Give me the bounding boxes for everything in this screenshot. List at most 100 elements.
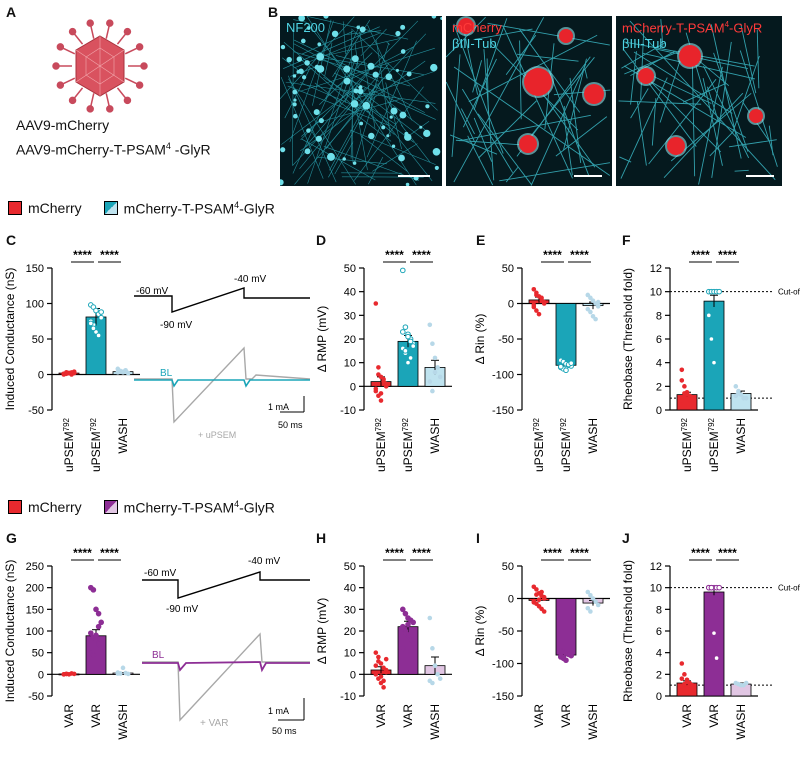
data-point-f-0 [682,384,687,389]
neuron-soma [306,128,311,133]
data-point-h-0 [373,663,379,668]
y-axis-label-c: Induced Conductance (nS) [3,268,17,411]
legend-swatch-mcherry-2 [8,500,22,515]
x-tick-label-e-2: WASH [586,418,600,454]
y-tick-label: 0 [656,691,662,703]
panel-label-j: J [622,530,630,546]
neuron-soma [358,85,363,90]
data-point-h-1 [410,619,416,626]
data-point-h-2 [427,615,433,621]
data-point-f-2 [743,395,749,401]
data-point-f-2 [736,391,741,396]
neuron-soma [362,101,371,110]
data-point-i-0 [539,589,544,595]
data-point-g-1 [95,610,102,617]
y-tick-label: 50 [344,561,356,573]
y-tick-label: 10 [344,358,356,370]
data-point-d-2 [432,369,438,375]
neuron-soma [331,30,339,38]
y-tick-label: 10 [344,648,356,660]
data-point-d-2 [435,365,440,370]
neuron-soma [350,100,359,108]
significance-stars-g-0: **** [73,548,92,560]
y-tick-label: 2 [656,381,662,393]
neuron-soma [431,16,437,19]
y-tick-label: 100 [26,626,44,638]
chart-g: Induced Conductance (nS) -50 0 50 100 150 200 2… [3,548,140,740]
data-point-i-2 [595,602,601,608]
x-tick-label-d-2: WASH [428,418,442,454]
neuron-soma [304,148,311,155]
panel-label-c: C [6,232,17,248]
data-point-c-1 [93,307,99,314]
y-tick-label: 10 [650,287,662,299]
trace-top-v1: -60 mV [136,286,169,297]
data-point-h-0 [373,672,379,677]
virus-illustration [52,19,148,113]
data-point-i-0 [541,609,547,614]
neuron-soma [300,38,306,44]
data-point-f-1 [708,336,715,342]
bar-e-1 [555,303,577,366]
data-point-h-0 [376,654,381,660]
data-point-e-0 [541,299,547,305]
y-tick-label: 8 [656,604,662,616]
y-tick-label: 0 [656,405,662,417]
data-point-g-1 [95,623,102,630]
data-point-e-2 [593,316,598,322]
y-tick-label: 50 [32,648,44,660]
neuron-soma [404,133,412,141]
data-point-e-1 [568,360,574,366]
data-point-f-0 [679,367,685,373]
data-point-i-0 [534,587,539,592]
voltage-protocol-top [134,287,310,313]
data-point-f-0 [682,391,687,396]
neuron-soma [389,115,393,119]
y-tick-label: -150 [492,691,514,703]
data-point-f-1 [711,359,717,366]
x-tick-label-e-1: uPSEM792 [559,417,574,472]
trace-bottom-drug: + VAR [200,718,228,729]
mcherry-cell [584,84,604,104]
y-tick-label: -100 [492,370,514,382]
virus-spike-tip [56,81,65,89]
micrograph-mcherry-drawing [446,16,612,186]
data-point-i-2 [588,609,593,614]
y-tick-label: 10 [650,583,662,595]
y-axis-label-d: Δ RMP (mV) [315,306,329,372]
y-tick-label: 0 [508,299,514,311]
significance-stars-h-0: **** [385,548,404,560]
legend-label-psam-sup: 4 [234,200,240,210]
data-point-i-0 [541,594,547,600]
data-point-e-0 [536,311,542,317]
panel-label-i: I [476,530,480,546]
data-point-h-1 [400,606,406,613]
data-point-d-1 [402,348,409,354]
data-point-d-1 [405,333,411,340]
data-point-e-1 [563,367,569,374]
virus-spike-tip [52,62,60,70]
data-point-d-1 [407,355,414,361]
data-point-f-2 [733,384,739,389]
legend-swatch-psam-2 [103,500,118,515]
data-point-d-2 [430,341,435,347]
data-point-i-2 [585,605,591,611]
data-point-h-0 [378,674,384,679]
data-point-g-1 [98,619,104,626]
trace-top: -60 mV -90 mV -40 mV BL + uPSEM 1 mA 50 … [134,274,311,440]
legend-label-psam-prefix: mCherry-T-PSAM [123,200,235,217]
neuron-soma [381,125,386,130]
micrograph-nf200: NF200 [280,16,442,186]
neuron-soma [406,71,412,77]
neuron-soma [306,26,311,30]
data-point-c-1 [90,304,97,310]
panel-label-f: F [622,232,631,248]
data-point-d-0 [373,301,379,306]
vector-label-psam-sup: 4 [165,141,171,151]
psam-cell [749,109,763,123]
trace-bottom-v3: -40 mV [248,556,281,567]
neuron-soma [432,147,441,156]
neuron-soma [286,56,292,63]
data-point-h-1 [410,641,416,647]
neuron-soma [280,179,284,186]
